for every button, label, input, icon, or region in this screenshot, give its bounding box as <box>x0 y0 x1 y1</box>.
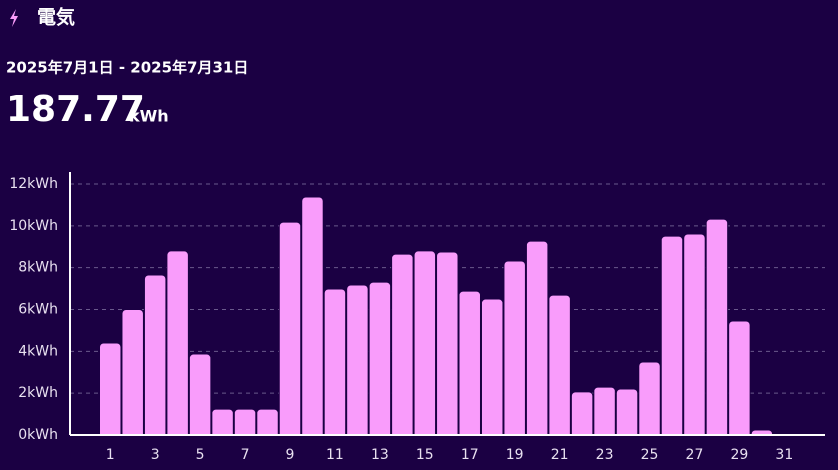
bar <box>368 281 392 440</box>
bar <box>323 288 347 440</box>
y-tick-label: 10kWh <box>9 218 58 234</box>
x-tick-label: 27 <box>686 447 704 463</box>
bar <box>480 298 504 440</box>
x-tick-label: 25 <box>641 447 659 463</box>
bar <box>728 320 751 440</box>
bar <box>615 388 639 440</box>
bar <box>525 240 549 440</box>
bar <box>683 233 706 440</box>
x-tick-label: 9 <box>286 447 295 463</box>
x-tick-label: 31 <box>775 447 793 463</box>
x-tick-label: 11 <box>326 447 344 463</box>
x-tick-label: 1 <box>106 447 115 463</box>
bar <box>660 235 684 440</box>
y-tick-label: 6kWh <box>18 302 58 318</box>
x-tick-label: 15 <box>416 447 434 463</box>
y-tick-label: 8kWh <box>18 260 58 276</box>
bolt-icon <box>10 9 18 27</box>
y-tick-label: 0kWh <box>18 427 58 443</box>
y-tick-label: 4kWh <box>18 343 58 359</box>
x-tick-label: 19 <box>506 447 524 463</box>
y-tick-label: 12kWh <box>9 176 58 192</box>
bar <box>121 309 144 440</box>
bar <box>188 353 212 440</box>
bar <box>436 251 459 440</box>
x-tick-label: 23 <box>596 447 614 463</box>
title: 電気 <box>37 6 75 29</box>
x-tick-label: 13 <box>371 447 389 463</box>
bar <box>301 196 324 440</box>
bar <box>593 386 616 440</box>
bar <box>391 253 414 440</box>
total: 187.77 <box>6 89 145 130</box>
bar <box>99 342 122 440</box>
bar <box>278 221 302 440</box>
bar <box>570 391 594 440</box>
bar <box>166 250 189 440</box>
period: 2025年7月1日 - 2025年7月31日 <box>6 59 248 77</box>
bar <box>548 294 571 440</box>
bar <box>346 284 369 440</box>
bar <box>458 290 481 440</box>
x-tick-label: 29 <box>730 447 748 463</box>
bar <box>503 260 526 440</box>
x-tick-label: 3 <box>151 447 160 463</box>
unit: kWh <box>129 107 169 126</box>
bar <box>413 250 437 440</box>
axis-cover <box>70 436 825 442</box>
x-tick-label: 21 <box>551 447 569 463</box>
bar <box>143 274 167 440</box>
bar <box>705 218 729 440</box>
bar <box>638 361 661 440</box>
x-tick-label: 7 <box>241 447 250 463</box>
x-tick-label: 5 <box>196 447 205 463</box>
x-tick-label: 17 <box>461 447 479 463</box>
y-tick-label: 2kWh <box>18 385 58 401</box>
